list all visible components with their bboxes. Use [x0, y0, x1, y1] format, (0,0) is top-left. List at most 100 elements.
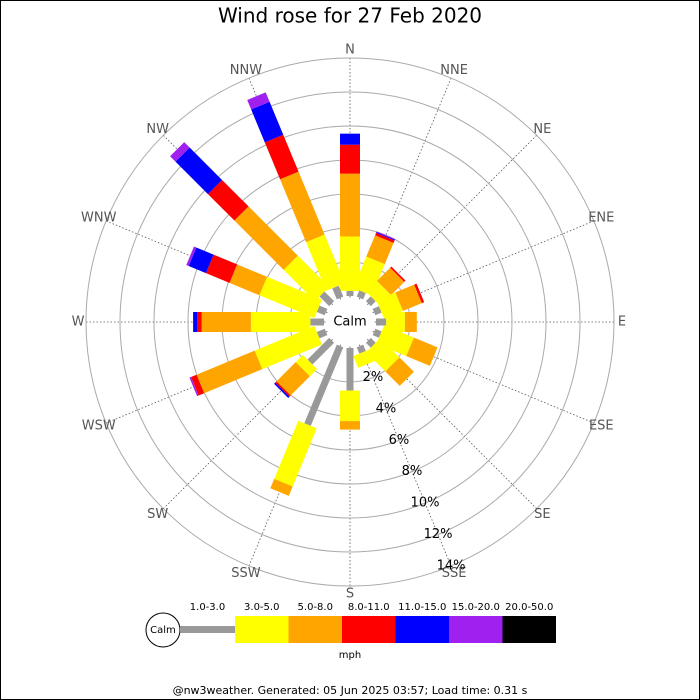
legend-swatch: [288, 616, 342, 643]
legend-swatch: [502, 616, 556, 643]
legend-calm-label: Calm: [150, 625, 176, 636]
ring-label: 4%: [376, 401, 397, 416]
bar-segment: [189, 377, 199, 397]
bar-segment: [316, 328, 328, 339]
bar-segment: [304, 344, 344, 426]
legend-label: 5.0-8.0: [298, 602, 333, 613]
bar-segment: [280, 171, 325, 243]
bar-segment: [283, 255, 330, 302]
bar-segment: [186, 246, 197, 266]
bar-segment: [340, 133, 360, 145]
chart-title: Wind rose for 27 Feb 2020: [218, 4, 482, 28]
direction-label: W: [72, 315, 85, 330]
direction-label: SSW: [231, 566, 261, 581]
bar-segment: [346, 290, 354, 296]
bars: [170, 92, 438, 496]
direction-label: SSE: [442, 566, 467, 581]
bar-segment: [275, 381, 291, 397]
legend-swatch: [449, 616, 503, 643]
legend-swatch: [180, 626, 235, 633]
bar-segment: [251, 101, 284, 143]
bar-segment: [319, 291, 335, 307]
bar-segment: [404, 312, 417, 332]
direction-label: E: [618, 315, 626, 330]
bar-segment: [175, 147, 223, 195]
legend: Calm mph 1.0-3.0 3.0-5.0 5.0-8.0 8.0-11.0 11…: [145, 602, 556, 661]
direction-label: ENE: [588, 210, 614, 225]
ring-label: 8%: [402, 464, 423, 479]
bar-segment: [205, 254, 238, 283]
legend-label: 20.0-50.0: [505, 602, 553, 613]
bar-segment: [254, 325, 322, 370]
bar-segment: [270, 478, 293, 496]
bar-segment: [276, 362, 310, 396]
direction-label: WSW: [82, 419, 116, 434]
direction-label: S: [346, 587, 354, 602]
bar-segment: [264, 134, 299, 180]
grid-ring: [153, 125, 547, 519]
bar-segment: [395, 284, 422, 311]
bar-segment: [346, 348, 354, 391]
direction-label: N: [345, 43, 355, 58]
bar-segment: [353, 256, 385, 296]
bar-segment: [332, 285, 344, 300]
bar-segment: [295, 354, 318, 377]
bar-segment: [376, 231, 396, 240]
bar-segment: [274, 382, 290, 398]
direction-label: NW: [146, 122, 169, 137]
bar-segment: [356, 344, 366, 354]
bar-segment: [375, 232, 395, 243]
bar-segment: [376, 267, 405, 296]
bar-segment: [229, 264, 267, 296]
ring-label: 6%: [389, 433, 410, 448]
bar-segment: [356, 290, 366, 300]
calm-label: Calm: [333, 315, 366, 330]
bar-segment: [274, 420, 317, 487]
legend-swatch: [342, 616, 396, 643]
bar-segment: [386, 312, 405, 332]
bar-segment: [188, 247, 214, 274]
bar-segment: [310, 318, 325, 326]
bar-segment: [372, 306, 382, 316]
bar-segment: [414, 283, 425, 304]
bar-segment: [366, 338, 400, 372]
bar-segment: [307, 337, 335, 365]
bar-segment: [340, 144, 360, 174]
bar-segment: [170, 142, 190, 162]
bar-segment: [201, 312, 251, 332]
bar-segment: [372, 328, 382, 338]
bar-segment: [390, 266, 406, 282]
ring-label: 14%: [437, 558, 466, 573]
legend-swatch: [235, 616, 289, 643]
bar-segment: [340, 390, 360, 422]
direction-label: SW: [147, 507, 168, 522]
bar-segment: [366, 235, 394, 265]
ring-label: 10%: [411, 496, 440, 511]
direction-label: SE: [534, 507, 550, 522]
bar-segment: [340, 236, 360, 291]
direction-label: ESE: [589, 419, 614, 434]
bar-segment: [207, 179, 249, 221]
ring-label: 2%: [363, 370, 384, 385]
direction-label: NE: [533, 122, 551, 137]
direction-label: NNE: [440, 63, 468, 78]
footer: @nw3weather. Generated: 05 Jun 2025 03:5…: [173, 684, 528, 697]
bar-segment: [259, 276, 322, 319]
legend-swatch: [395, 616, 449, 643]
bar-segment: [353, 348, 377, 368]
bar-segment: [376, 325, 414, 357]
bar-segment: [306, 234, 345, 291]
legend-unit: mph: [339, 650, 361, 661]
direction-label: NNW: [230, 63, 262, 78]
legend-label: 1.0-3.0: [190, 602, 225, 613]
bar-segment: [193, 312, 198, 332]
bar-segment: [376, 318, 387, 326]
bar-segment: [365, 296, 376, 307]
grid-ring: [119, 91, 581, 553]
legend-label: 15.0-20.0: [452, 602, 500, 613]
bar-segment: [247, 92, 270, 110]
bar-segment: [340, 173, 360, 237]
legend-label: 8.0-11.0: [348, 602, 390, 613]
bar-segment: [376, 232, 395, 241]
